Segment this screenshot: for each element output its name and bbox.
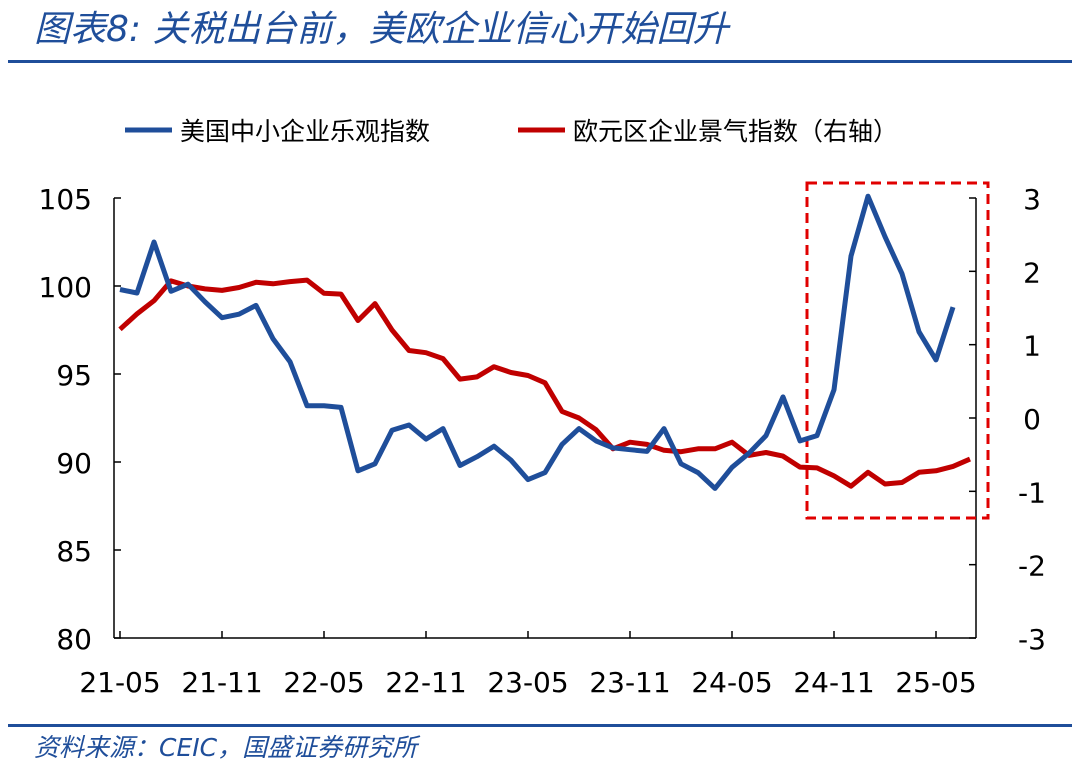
x-tick-label: 23-11 bbox=[589, 666, 670, 699]
right-y-tick-label: -3 bbox=[1018, 623, 1046, 656]
x-tick-label: 22-05 bbox=[283, 666, 364, 699]
x-ticks: 21-05 21-11 22-05 22-11 23-05 23-11 24-05 24-11… bbox=[79, 631, 977, 699]
left-y-ticks: 80 85 90 95 100 105 bbox=[39, 183, 121, 656]
us-optimism-line bbox=[119, 193, 956, 491]
left-y-tick-label: 80 bbox=[56, 623, 92, 656]
x-tick-label: 23-05 bbox=[487, 666, 568, 699]
right-y-ticks: -3 -2 -1 0 1 2 3 bbox=[969, 183, 1046, 656]
x-tick-label: 24-05 bbox=[691, 666, 772, 699]
right-y-tick-label: 2 bbox=[1023, 256, 1041, 289]
left-y-tick-label: 95 bbox=[56, 359, 92, 392]
legend: 美国中小企业乐观指数 欧元区企业景气指数（右轴） bbox=[125, 117, 898, 146]
source-note: 资料来源：CEIC，国盛证券研究所 bbox=[34, 733, 418, 762]
x-tick-label: 21-11 bbox=[181, 666, 262, 699]
eurozone-climate-line bbox=[118, 277, 971, 489]
left-y-tick-label: 90 bbox=[56, 447, 92, 480]
x-tick-label: 24-11 bbox=[793, 666, 874, 699]
x-tick-label: 25-05 bbox=[895, 666, 976, 699]
legend-label-us-optimism: 美国中小企业乐观指数 bbox=[180, 117, 430, 146]
right-y-tick-label: 3 bbox=[1023, 183, 1041, 216]
left-y-tick-label: 85 bbox=[56, 535, 92, 568]
left-y-tick-label: 100 bbox=[39, 271, 92, 304]
legend-label-eurozone-climate: 欧元区企业景气指数（右轴） bbox=[573, 117, 898, 146]
right-y-tick-label: 0 bbox=[1023, 403, 1041, 436]
x-tick-label: 21-05 bbox=[79, 666, 160, 699]
right-y-tick-label: -1 bbox=[1018, 476, 1046, 509]
highlight-box bbox=[805, 181, 990, 520]
left-y-tick-label: 105 bbox=[39, 183, 92, 216]
title-rule bbox=[8, 60, 1072, 63]
line-chart: 美国中小企业乐观指数 欧元区企业景气指数（右轴） 80859095100105 … bbox=[39, 117, 1046, 699]
right-y-tick-label: 1 bbox=[1023, 330, 1041, 363]
chart-title: 图表8: 关税出台前，美欧企业信心开始回升 bbox=[34, 9, 729, 50]
right-y-tick-label: -2 bbox=[1018, 550, 1046, 583]
x-tick-label: 22-11 bbox=[385, 666, 466, 699]
footer-rule bbox=[8, 724, 1072, 727]
